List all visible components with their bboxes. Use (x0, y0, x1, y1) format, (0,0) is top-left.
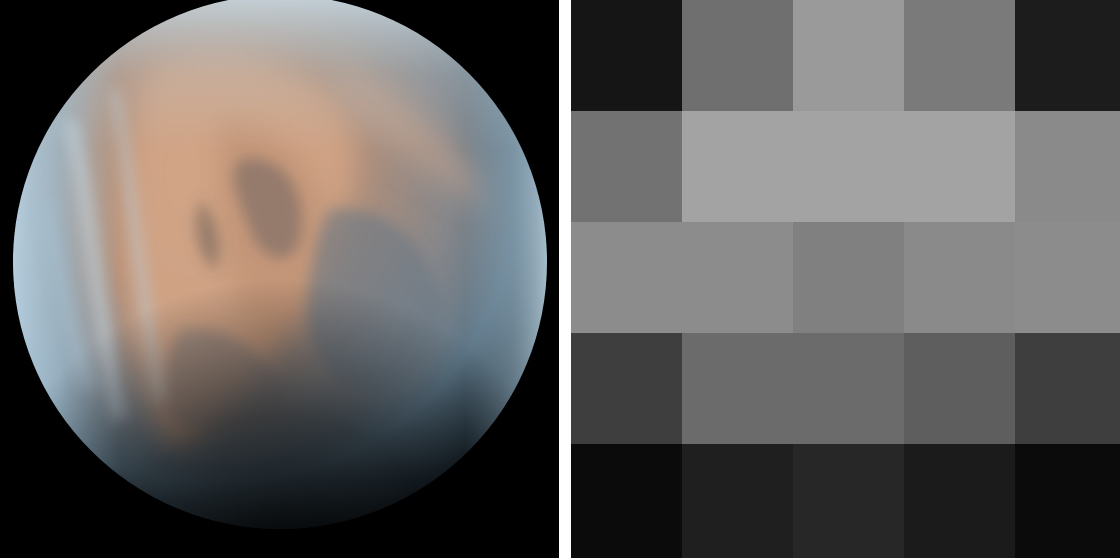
grid-cell-r2-c2 (682, 111, 793, 222)
grid-cell-r3-c5 (1015, 222, 1120, 333)
grid-cell-r2-c1 (571, 111, 682, 222)
grid-cell-r5-c3 (793, 444, 904, 558)
planet-photo-panel (0, 0, 559, 558)
grid-cell-r1-c5 (1015, 0, 1120, 111)
grid-cell-r5-c2 (682, 444, 793, 558)
grid-cell-r3-c1 (571, 222, 682, 333)
grid-cell-r4-c2 (682, 333, 793, 444)
pixelated-grid-panel (571, 0, 1120, 558)
grid-cell-r4-c4 (904, 333, 1015, 444)
grid-cell-r3-c3 (793, 222, 904, 333)
grid-cell-r2-c5 (1015, 111, 1120, 222)
grid-cell-r3-c2 (682, 222, 793, 333)
grid-cell-r5-c1 (571, 444, 682, 558)
grid-cell-r1-c4 (904, 0, 1015, 111)
grid-cell-r4-c3 (793, 333, 904, 444)
grid-cell-r1-c2 (682, 0, 793, 111)
planet-image (0, 0, 559, 558)
grid-cell-r1-c3 (793, 0, 904, 111)
grid-cell-r5-c5 (1015, 444, 1120, 558)
grid-cell-r5-c4 (904, 444, 1015, 558)
grid-cell-r1-c1 (571, 0, 682, 111)
grid-cell-r2-c3 (793, 111, 904, 222)
grid-cell-r4-c1 (571, 333, 682, 444)
grid-cell-r3-c4 (904, 222, 1015, 333)
grid-cell-r2-c4 (904, 111, 1015, 222)
grid-cell-r4-c5 (1015, 333, 1120, 444)
